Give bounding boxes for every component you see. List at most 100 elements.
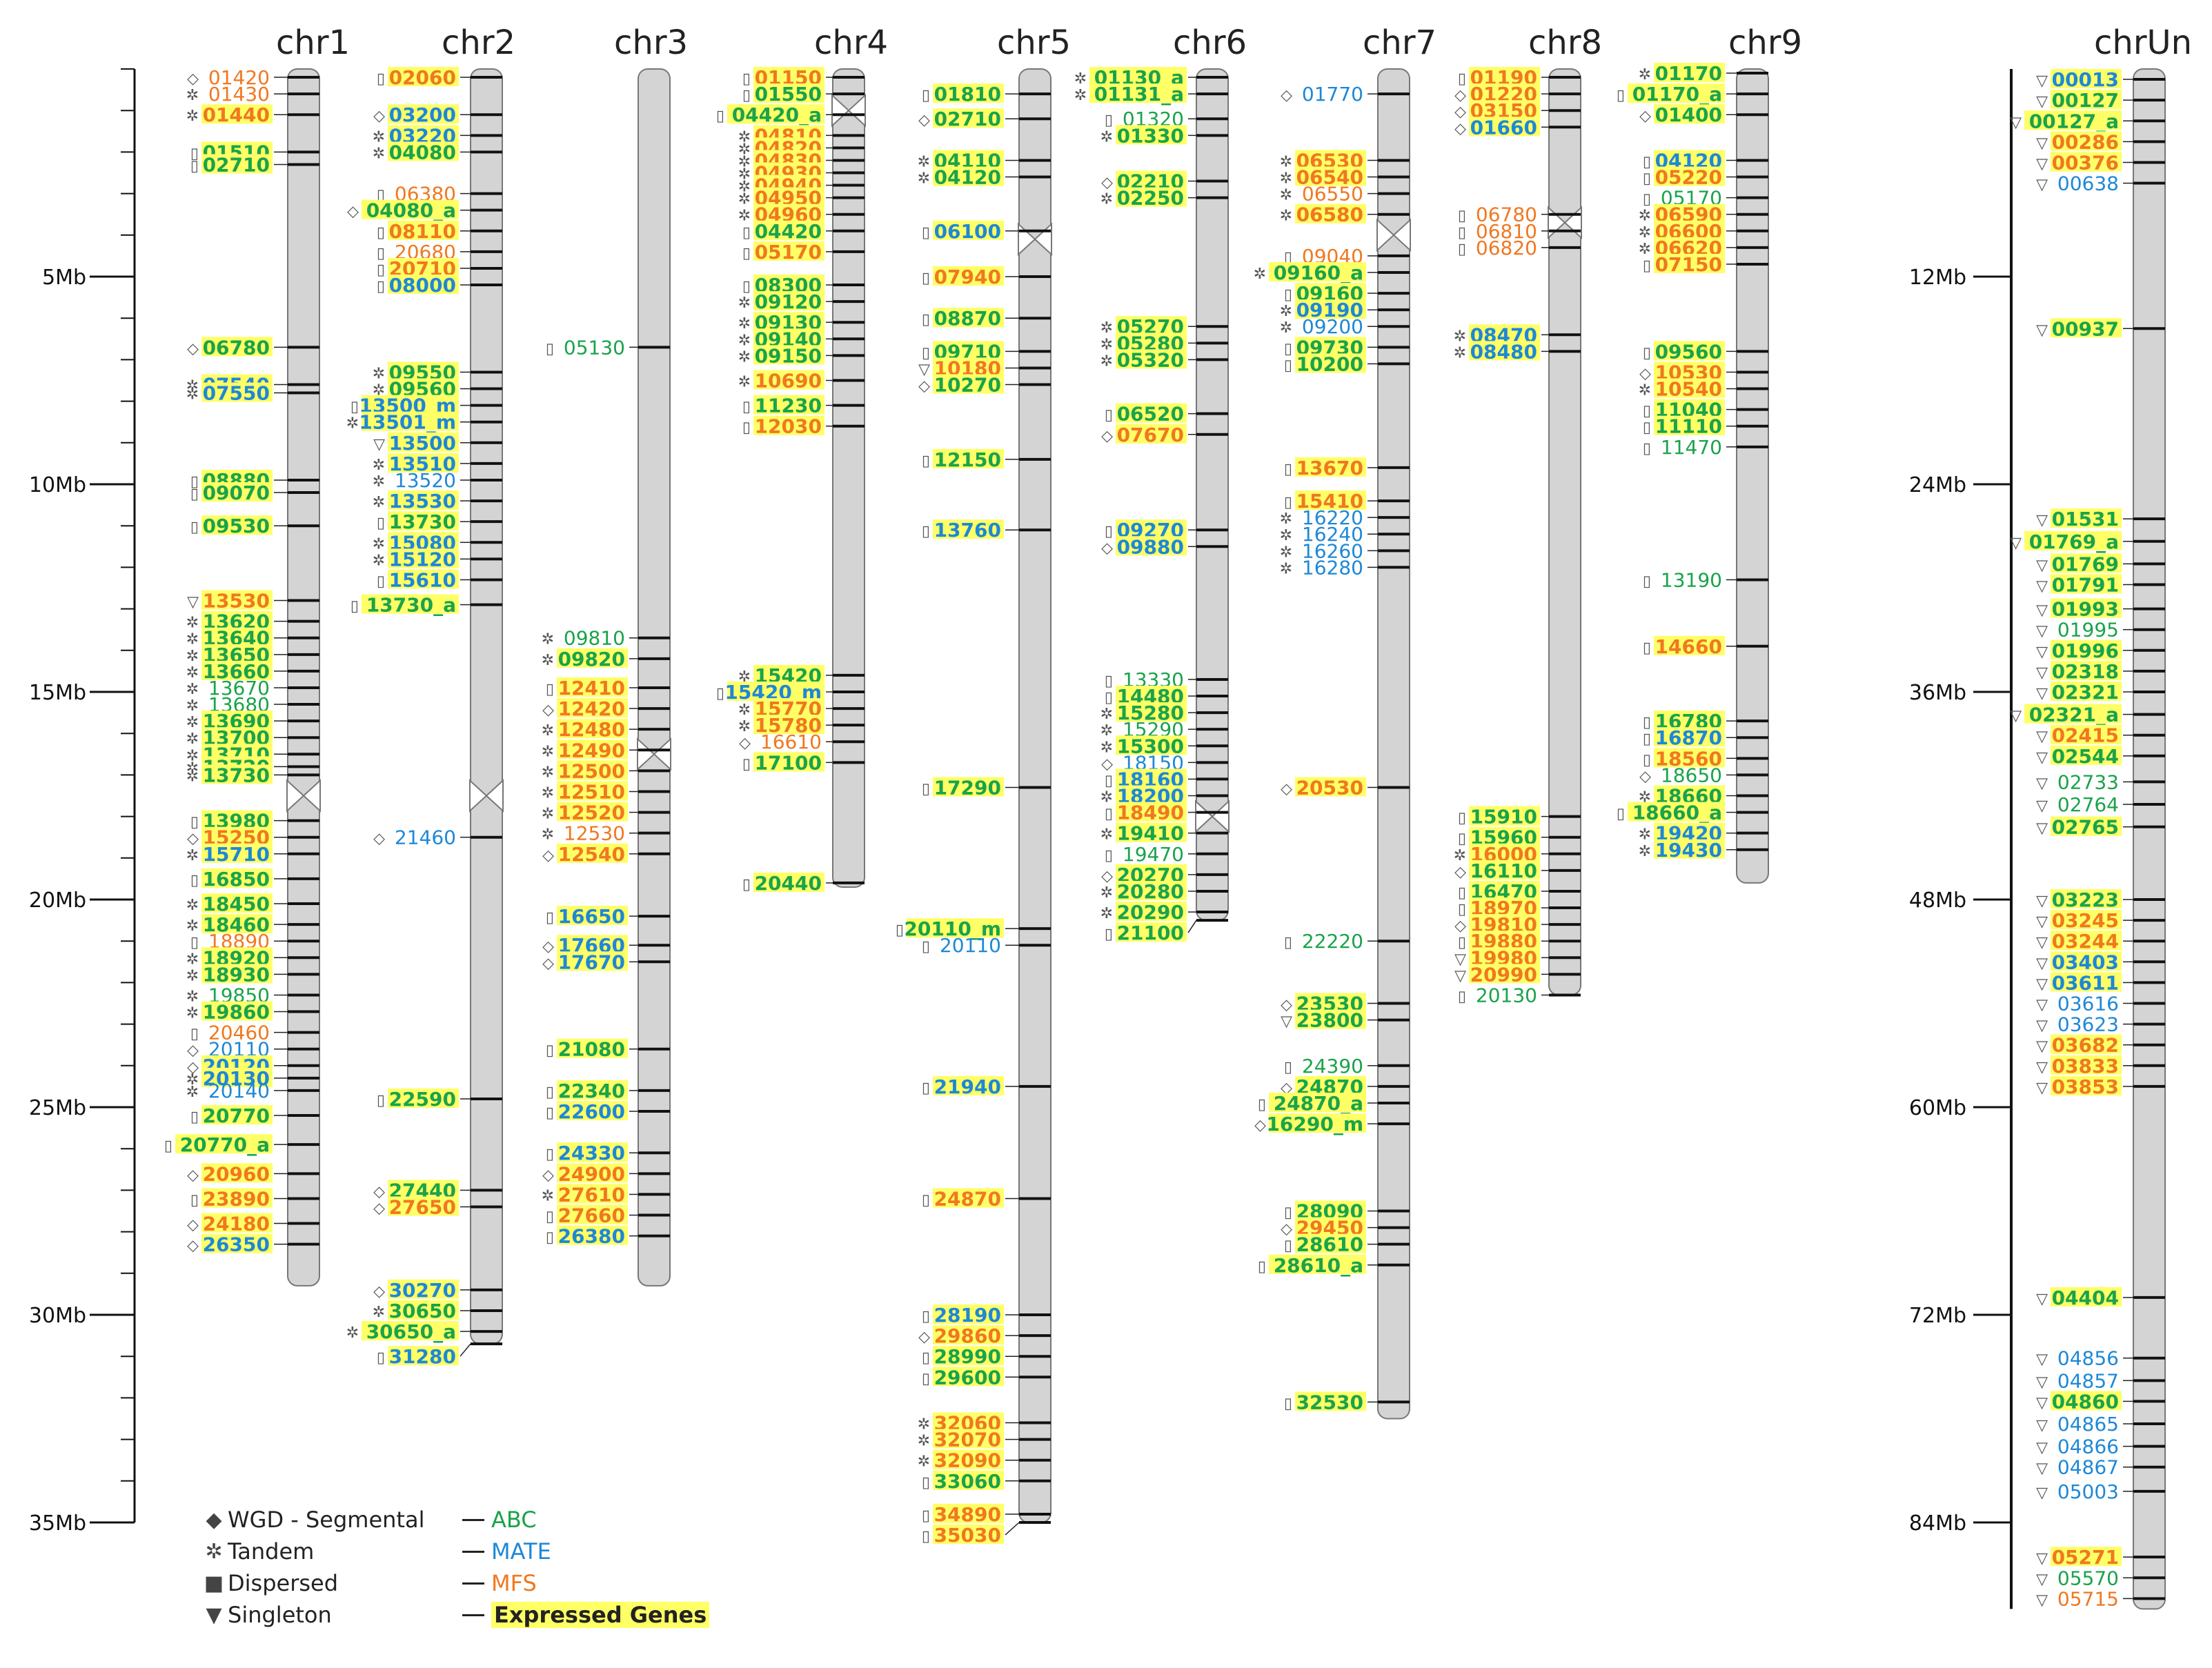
gene-type-icon: ▯: [1643, 403, 1651, 420]
gene-type-icon: ▽: [2010, 708, 2022, 725]
gene-label: 11110: [1655, 415, 1722, 438]
gene-type-icon: ▯: [1643, 170, 1651, 188]
expressed-highlight: [753, 752, 824, 772]
gene-type-icon: ✲: [542, 722, 554, 739]
gene-type-icon: ▯: [1458, 208, 1466, 225]
gene-type-icon: ▯: [190, 157, 199, 175]
gene-type-icon: ✲: [918, 170, 930, 188]
gene-type-icon: ✲: [373, 552, 385, 569]
gene-label: 04860: [2052, 1390, 2119, 1413]
expressed-highlight: [557, 781, 628, 801]
gene-label: 04865: [2057, 1413, 2119, 1436]
gene-label: 32090: [934, 1449, 1001, 1472]
gene-type-icon: ▯: [1105, 926, 1113, 943]
expressed-highlight: [753, 664, 824, 684]
gene-type-icon: ◇: [187, 831, 199, 848]
chromosome-chr9: chr901170✲01170_a▯01400◇04120▯05220▯0517…: [1617, 23, 1802, 884]
gene-type-icon: ◇: [542, 702, 554, 719]
axis-tick-label: 25Mb: [29, 1096, 86, 1120]
gene-label: 12420: [558, 697, 625, 720]
expressed-highlight: [1295, 299, 1366, 319]
gene-type-icon: ▯: [922, 1528, 930, 1545]
gene-label: 16240: [1302, 523, 1363, 546]
expressed-highlight: [1654, 104, 1725, 124]
gene-label: 34890: [934, 1503, 1001, 1526]
gene-type-icon: ✲: [1454, 344, 1466, 361]
expressed-highlight: [1654, 727, 1725, 747]
expressed-highlight: [388, 104, 459, 124]
gene-type-icon: ✲: [1100, 884, 1113, 902]
gene-label: 33060: [934, 1470, 1001, 1493]
expressed-highlight: [388, 125, 459, 145]
gene-type-icon: ▯: [546, 1229, 554, 1247]
gene-type-icon: ▯: [1284, 494, 1292, 511]
expressed-highlight: [362, 411, 459, 431]
gene-label: 01531: [2052, 508, 2119, 530]
gene-connector: [460, 1343, 471, 1357]
gene-label: 01330: [1117, 124, 1184, 147]
gene-label: 03244: [2052, 930, 2119, 953]
gene-label: 00013: [2052, 68, 2119, 91]
expressed-highlight: [388, 432, 459, 452]
gene-type-icon: ▯: [922, 453, 930, 470]
axis-tick-label: 20Mb: [29, 888, 86, 913]
expressed-highlight: [933, 448, 1004, 468]
expressed-highlight: [1116, 802, 1187, 822]
axis-tick-label: 60Mb: [1909, 1096, 1966, 1120]
centromere-right: [653, 737, 671, 771]
gene-label: 13500: [389, 432, 456, 455]
gene-type-icon: ✲: [186, 631, 199, 648]
gene-type-icon: ✲: [1100, 128, 1113, 146]
centromere-left: [286, 779, 305, 813]
gene-type-icon: ▯: [377, 515, 385, 532]
gene-label: 06550: [1302, 183, 1363, 206]
gene-label: 01131_a: [1094, 83, 1184, 106]
gene-type-icon: ▯: [1284, 1204, 1292, 1222]
gene-label: 06580: [1296, 203, 1363, 226]
gene-type-icon: ◇: [1281, 997, 1292, 1014]
expressed-highlight: [201, 1163, 273, 1183]
expressed-highlight: [201, 1001, 273, 1021]
expressed-highlight: [557, 951, 628, 971]
gene-label: 01770: [1302, 83, 1363, 106]
expressed-highlight: [933, 1188, 1004, 1208]
expressed-highlight: [1469, 117, 1540, 137]
gene-type-icon: ✲: [186, 1071, 199, 1089]
gene-label: 09810: [564, 627, 625, 650]
gene-label: 05271: [2052, 1546, 2119, 1569]
gene-label: 11230: [755, 395, 822, 417]
gene-type-icon: ✲: [542, 806, 554, 823]
gene-type-icon: ✲: [186, 731, 199, 748]
gene-label: 18650: [1661, 764, 1722, 786]
gene-label: 16650: [558, 905, 625, 928]
expressed-highlight: [201, 482, 273, 502]
gene-type-icon: ▯: [1105, 806, 1113, 823]
gene-type-icon: ◇: [1454, 103, 1466, 121]
gene-label: 08000: [389, 274, 456, 297]
gene-type-icon: ▯: [922, 523, 930, 540]
legend-type-label: Tandem: [228, 1538, 315, 1565]
gene-label: 13190: [1661, 568, 1722, 591]
gene-label: 10200: [1296, 353, 1363, 375]
legend-type-label: WGD - Segmental: [228, 1507, 425, 1533]
gene-label: 04420: [755, 220, 822, 243]
gene-label: 13530: [389, 490, 456, 513]
gene-label: 19430: [1655, 839, 1722, 862]
gene-label: 12480: [558, 718, 625, 741]
expressed-highlight: [2051, 1034, 2122, 1054]
expressed-highlight: [1116, 187, 1187, 207]
gene-type-icon: ✲: [1280, 153, 1292, 170]
expressed-highlight: [201, 1188, 273, 1208]
gene-label: 27650: [389, 1195, 456, 1218]
gene-label: 09560: [1655, 340, 1722, 363]
gene-type-icon: ▯: [1105, 523, 1113, 540]
expressed-highlight: [753, 345, 824, 365]
gene-type-icon: ▯: [1643, 714, 1651, 731]
gene-label: 09120: [755, 290, 822, 313]
gene-label: 06780: [203, 336, 270, 359]
gene-type-icon: ▯: [742, 70, 751, 88]
gene-type-icon: ◇: [187, 1238, 199, 1255]
gene-type-icon: ✲: [186, 386, 199, 404]
gene-type-icon: ▽: [2036, 1373, 2048, 1391]
gene-label: 17100: [755, 751, 822, 774]
